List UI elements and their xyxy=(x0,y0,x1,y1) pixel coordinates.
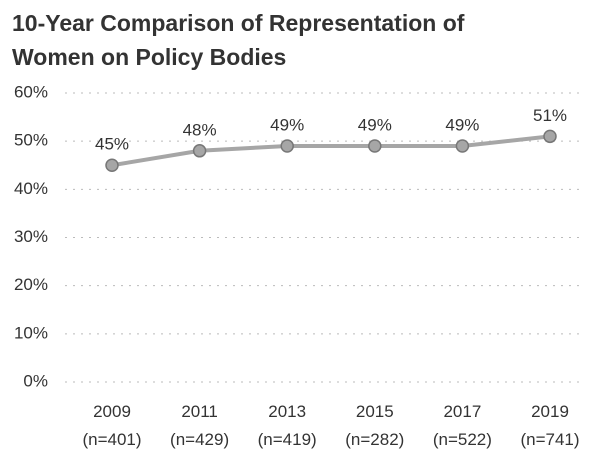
x-tick-label: 2009 (n=401) xyxy=(82,402,142,449)
data-label: 49% xyxy=(445,115,479,134)
data-label: 49% xyxy=(270,115,304,134)
data-label: 45% xyxy=(95,135,129,154)
chart-title: 10-Year Comparison of Representation of … xyxy=(12,10,465,70)
series-line xyxy=(111,134,551,168)
y-tick-label: 50% xyxy=(14,131,48,150)
y-tick-label: 60% xyxy=(14,82,48,101)
y-tick-label: 40% xyxy=(14,179,48,198)
point xyxy=(455,139,470,153)
x-tick-label: 2015 (n=282) xyxy=(345,402,405,449)
point xyxy=(543,129,557,144)
x-tick-label: 2019 (n=741) xyxy=(520,402,580,449)
point xyxy=(105,158,119,172)
x-tick-label: 2011 (n=429) xyxy=(170,402,230,449)
y-tick-label: 30% xyxy=(14,227,48,246)
data-label: 51% xyxy=(533,106,567,125)
y-tick-label: 0% xyxy=(23,371,48,390)
data-label: 48% xyxy=(183,120,217,139)
y-tick-label: 20% xyxy=(14,275,48,294)
x-tick-label: 2013 (n=419) xyxy=(257,402,317,449)
point xyxy=(192,144,207,158)
point xyxy=(368,139,382,153)
x-tick-label: 2017 (n=522) xyxy=(432,402,492,449)
data-label: 49% xyxy=(358,115,392,134)
point xyxy=(280,139,294,153)
y-tick-label: 10% xyxy=(14,323,48,342)
